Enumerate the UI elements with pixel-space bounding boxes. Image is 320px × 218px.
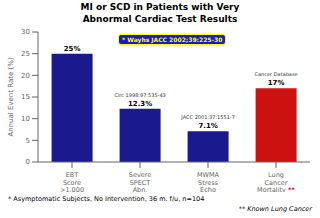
html-text:Abnormal Cardiac Test Results: Abnormal Cardiac Test Results [82, 14, 238, 24]
svg-text:SevereSPECTAbn.: SevereSPECTAbn. [129, 171, 152, 192]
svg-text:7.1%: 7.1% [198, 122, 217, 130]
svg-text:Cancer Database: Cancer Database [255, 71, 298, 77]
svg-text:EBTScore>1,000: EBTScore>1,000 [60, 171, 84, 192]
svg-text:30: 30 [21, 28, 30, 36]
svg-text:25%: 25% [64, 45, 81, 53]
html-text:* Wayhs JACC 2002;39:225-30: * Wayhs JACC 2002;39:225-30 [122, 36, 223, 43]
svg-text:LungCancerMortality **: LungCancerMortality ** [257, 171, 295, 192]
svg-text:15: 15 [21, 93, 30, 101]
svg-text:20: 20 [21, 72, 30, 80]
svg-text:JACC 2001;37:1551-7: JACC 2001;37:1551-7 [180, 114, 234, 120]
html-text:MI or SCD in Patients with Ver: MI or SCD in Patients with Very [80, 2, 240, 12]
svg-text:0: 0 [26, 158, 30, 166]
svg-text:17%: 17% [268, 79, 285, 87]
svg-text:MWMAStressEcho: MWMAStressEcho [197, 171, 220, 192]
svg-text:5: 5 [26, 137, 30, 145]
svg-text:10: 10 [21, 115, 30, 123]
svg-text:Circ 1998;97:535-43: Circ 1998;97:535-43 [114, 92, 165, 98]
svg-text:12.3%: 12.3% [128, 100, 152, 108]
html-text:* Asymptomatic Subjects, No In: * Asymptomatic Subjects, No Intervention… [8, 195, 205, 203]
svg-text:Annual Event Rate (%): Annual Event Rate (%) [8, 57, 15, 136]
svg-text:25: 25 [21, 50, 30, 58]
html-text:** Known Lung Cancer: ** Known Lung Cancer [238, 205, 312, 213]
